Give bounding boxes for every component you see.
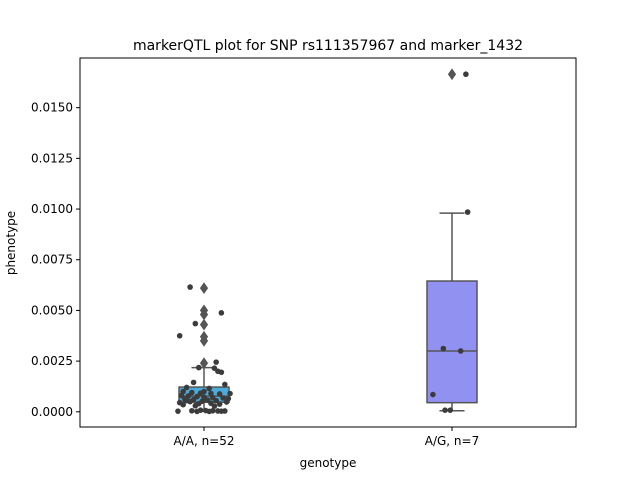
data-point — [218, 369, 225, 376]
data-point — [464, 209, 471, 215]
outlier-marker — [447, 68, 457, 81]
box-group — [426, 68, 478, 412]
outlier-marker — [199, 334, 209, 347]
data-point — [194, 408, 200, 415]
data-point — [213, 359, 219, 365]
data-point — [218, 408, 225, 414]
data-point — [206, 385, 213, 392]
data-point — [187, 284, 193, 290]
y-tick-label: 0.0000 — [31, 405, 73, 419]
data-point — [216, 401, 223, 407]
x-axis-title: genotype — [300, 456, 357, 470]
x-axis: A/A, n=52 A/G, n=7 — [173, 427, 479, 448]
data-point — [213, 397, 219, 404]
data-point — [220, 395, 226, 401]
y-tick-label: 0.0150 — [31, 101, 73, 115]
y-tick-label: 0.0025 — [31, 354, 73, 368]
data-point — [227, 390, 233, 397]
data-point — [206, 408, 213, 415]
data-point — [211, 403, 218, 409]
chart-title: markerQTL plot for SNP rs111357967 and m… — [133, 38, 523, 54]
data-point — [442, 407, 448, 413]
y-axis-title: phenotype — [4, 211, 18, 275]
data-point — [192, 320, 199, 327]
outlier-marker — [199, 357, 209, 370]
data-point — [183, 384, 190, 391]
plot-area — [175, 68, 478, 415]
data-point — [463, 71, 469, 78]
x-tick-label: A/A, n=52 — [173, 434, 234, 448]
y-axis: 0.0000 0.0025 0.0050 0.0075 0.0100 0.0125 0.01… — [31, 101, 80, 419]
data-point — [176, 332, 183, 339]
data-point — [430, 391, 436, 398]
y-tick-label: 0.0100 — [31, 202, 73, 216]
outlier-marker — [199, 318, 209, 331]
y-tick-label: 0.0075 — [31, 253, 73, 267]
data-point — [180, 401, 186, 408]
data-point — [201, 388, 207, 395]
plot-frame — [79, 57, 577, 428]
box — [426, 280, 478, 404]
data-point — [183, 397, 190, 404]
x-tick-label: A/G, n=7 — [425, 434, 479, 448]
data-point — [447, 407, 454, 413]
y-tick-label: 0.0125 — [31, 151, 73, 165]
data-point — [440, 345, 447, 352]
data-point — [190, 379, 197, 386]
data-point — [218, 310, 225, 316]
data-point — [457, 348, 464, 354]
data-point — [216, 391, 223, 397]
data-point — [189, 407, 195, 414]
data-point — [189, 389, 195, 396]
y-tick-label: 0.0050 — [31, 303, 73, 317]
data-point — [178, 392, 185, 399]
outlier-marker — [199, 282, 209, 294]
data-point — [192, 402, 199, 409]
data-point — [195, 364, 202, 371]
data-point — [175, 408, 181, 414]
data-point — [223, 399, 230, 405]
data-point — [222, 381, 228, 388]
